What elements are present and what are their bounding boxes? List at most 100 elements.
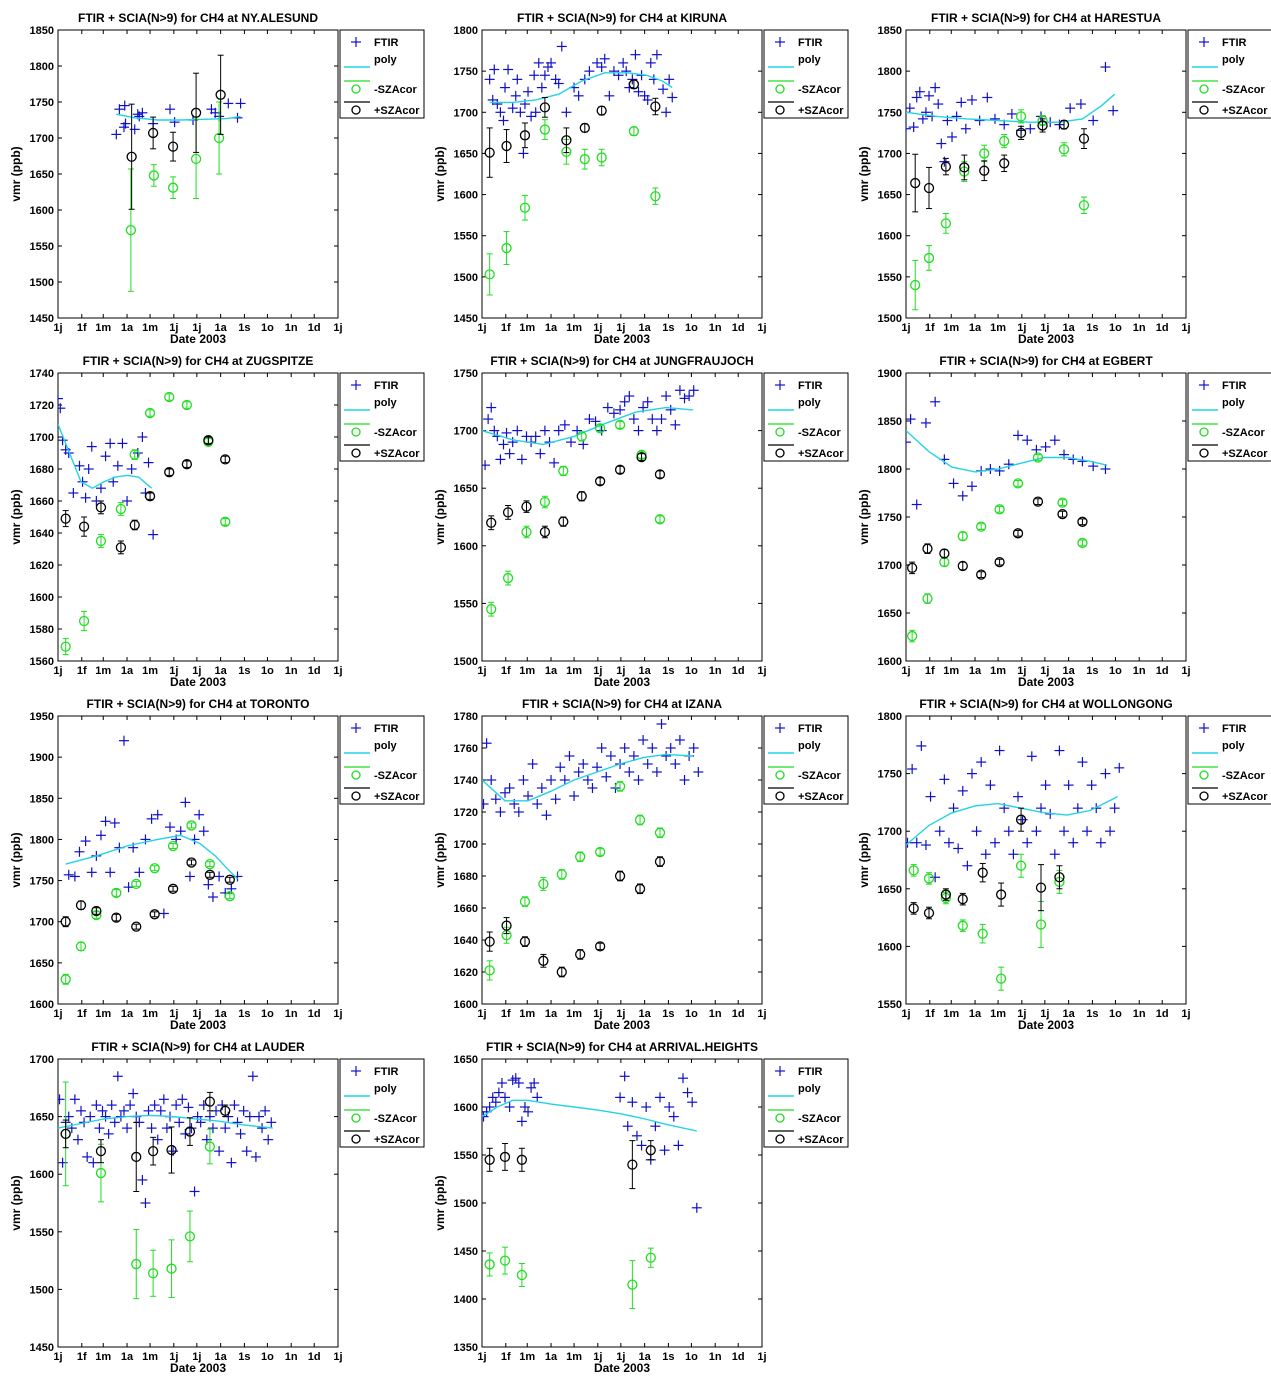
data-layer [906,62,1119,311]
x-tick-label: 1j [169,665,178,677]
ftir-point [628,414,639,425]
ftir-point [641,1102,652,1112]
ftir-point [906,837,913,848]
ftir-point [500,787,511,798]
chart-title: FTIR + SCIA(N>9) for CH4 at NY.ALESUND [78,11,318,25]
ftir-point [111,129,122,140]
y-tick-label: 1550 [30,1227,54,1239]
ftir-point [670,419,681,430]
ftir-point [1109,803,1120,814]
ftir-point [624,767,635,777]
x-tick-label: 1f [501,1008,511,1020]
ftir-point [532,799,543,809]
y-axis-label: vmr (ppb) [433,1175,447,1230]
plus-szacor-point [539,525,551,539]
ftir-point [82,1151,93,1162]
plus-szacor-point [220,1104,231,1118]
minus-szacor-point [614,419,626,430]
ftir-point [1040,780,1051,791]
legend-item-poly: poly [1192,740,1245,754]
data-layer [482,1071,702,1310]
ftir-point [134,867,145,878]
x-tick-label: 1f [77,1008,87,1020]
ftir-point [1049,849,1060,860]
x-tick-label: 1j [757,1351,766,1363]
plus-szacor-point [1012,528,1024,539]
legend-box [339,715,425,805]
ftir-point [122,496,133,506]
ftir-point [1100,464,1111,474]
x-tick-label: 1a [639,665,652,677]
minus-szacor-point [995,966,1007,991]
ftir-point [677,1073,688,1084]
ftir-point [1077,757,1088,768]
plot-frame [905,372,1187,662]
minus-szacor-point [486,601,497,617]
plus-szacor-point [184,1117,196,1146]
ftir-point [906,123,911,134]
y-tick-label: 1600 [878,941,902,953]
ftir-point [80,836,91,847]
y-tick-label: 1600 [30,999,54,1011]
ftir-point [117,438,128,449]
legend-item-plus-szacor: +SZAcor [768,1130,844,1146]
ftir-point [925,791,936,802]
poly-fit-line [482,406,694,446]
ftir-point [112,1071,123,1082]
x-tick-label: 1o [685,1351,698,1363]
ftir-point [587,783,598,793]
legend-item-minus-szacor: -SZAcor [768,1109,842,1125]
x-tick-label: 1f [77,1351,87,1363]
x-tick-label: 1a [1063,665,1076,677]
legend-item-poly: poly [1192,54,1245,68]
ftir-point [140,834,151,845]
ftir-point [194,809,205,820]
y-tick-label: 1800 [30,834,54,846]
y-tick-label: 1600 [30,205,54,217]
legend-label: +SZAcor [798,791,844,803]
x-tick-label: 1a [121,322,134,334]
ftir-point [1088,115,1099,126]
x-tick-label: 1a [545,1008,558,1020]
plus-szacor-point [186,857,197,868]
x-tick-label: 1s [662,665,674,677]
chart-title: FTIR + SCIA(N>9) for CH4 at ARRIVAL.HEIG… [486,1040,758,1054]
legend-label: poly [374,1083,397,1095]
x-tick-label: 1j [593,1351,602,1363]
minus-szacor-point [957,531,968,542]
x-tick-label: 1a [215,665,228,677]
x-tick-label: 1d [1156,665,1169,677]
ftir-point [556,41,567,52]
y-tick-label: 1900 [30,752,54,764]
ftir-point [86,867,97,878]
ftir-point [630,49,641,60]
ftir-point [665,404,676,415]
x-tick-label: 1s [662,322,674,334]
ftir-point [651,49,662,60]
x-tick-label: 1s [662,1008,674,1020]
plus-szacor-point [484,931,495,952]
legend-item-poly: poly [1192,397,1245,411]
ftir-point [596,425,607,436]
data-layer [482,385,699,617]
ftir-point [100,1111,111,1122]
ftir-point [559,775,570,785]
ftir-point [619,396,630,407]
plus-szacor-point [939,548,950,559]
ftir-point [94,1123,105,1134]
ftir-point [1108,105,1119,116]
x-axis-label: Date 2003 [170,1018,226,1032]
y-tick-label: 1850 [30,793,54,805]
plus-szacor-point [977,862,988,883]
plus-szacor-point [957,560,968,572]
ftir-point [518,775,529,785]
ftir-point [1008,849,1019,860]
ftir-point [584,414,595,425]
ftir-point [498,115,509,126]
y-tick-label: 1750 [30,97,54,109]
x-tick-label: 1d [732,665,745,677]
y-tick-label: 1600 [454,190,478,202]
plus-szacor-point [576,491,587,502]
plus-szacor-point [91,905,102,917]
ftir-point [667,92,678,103]
